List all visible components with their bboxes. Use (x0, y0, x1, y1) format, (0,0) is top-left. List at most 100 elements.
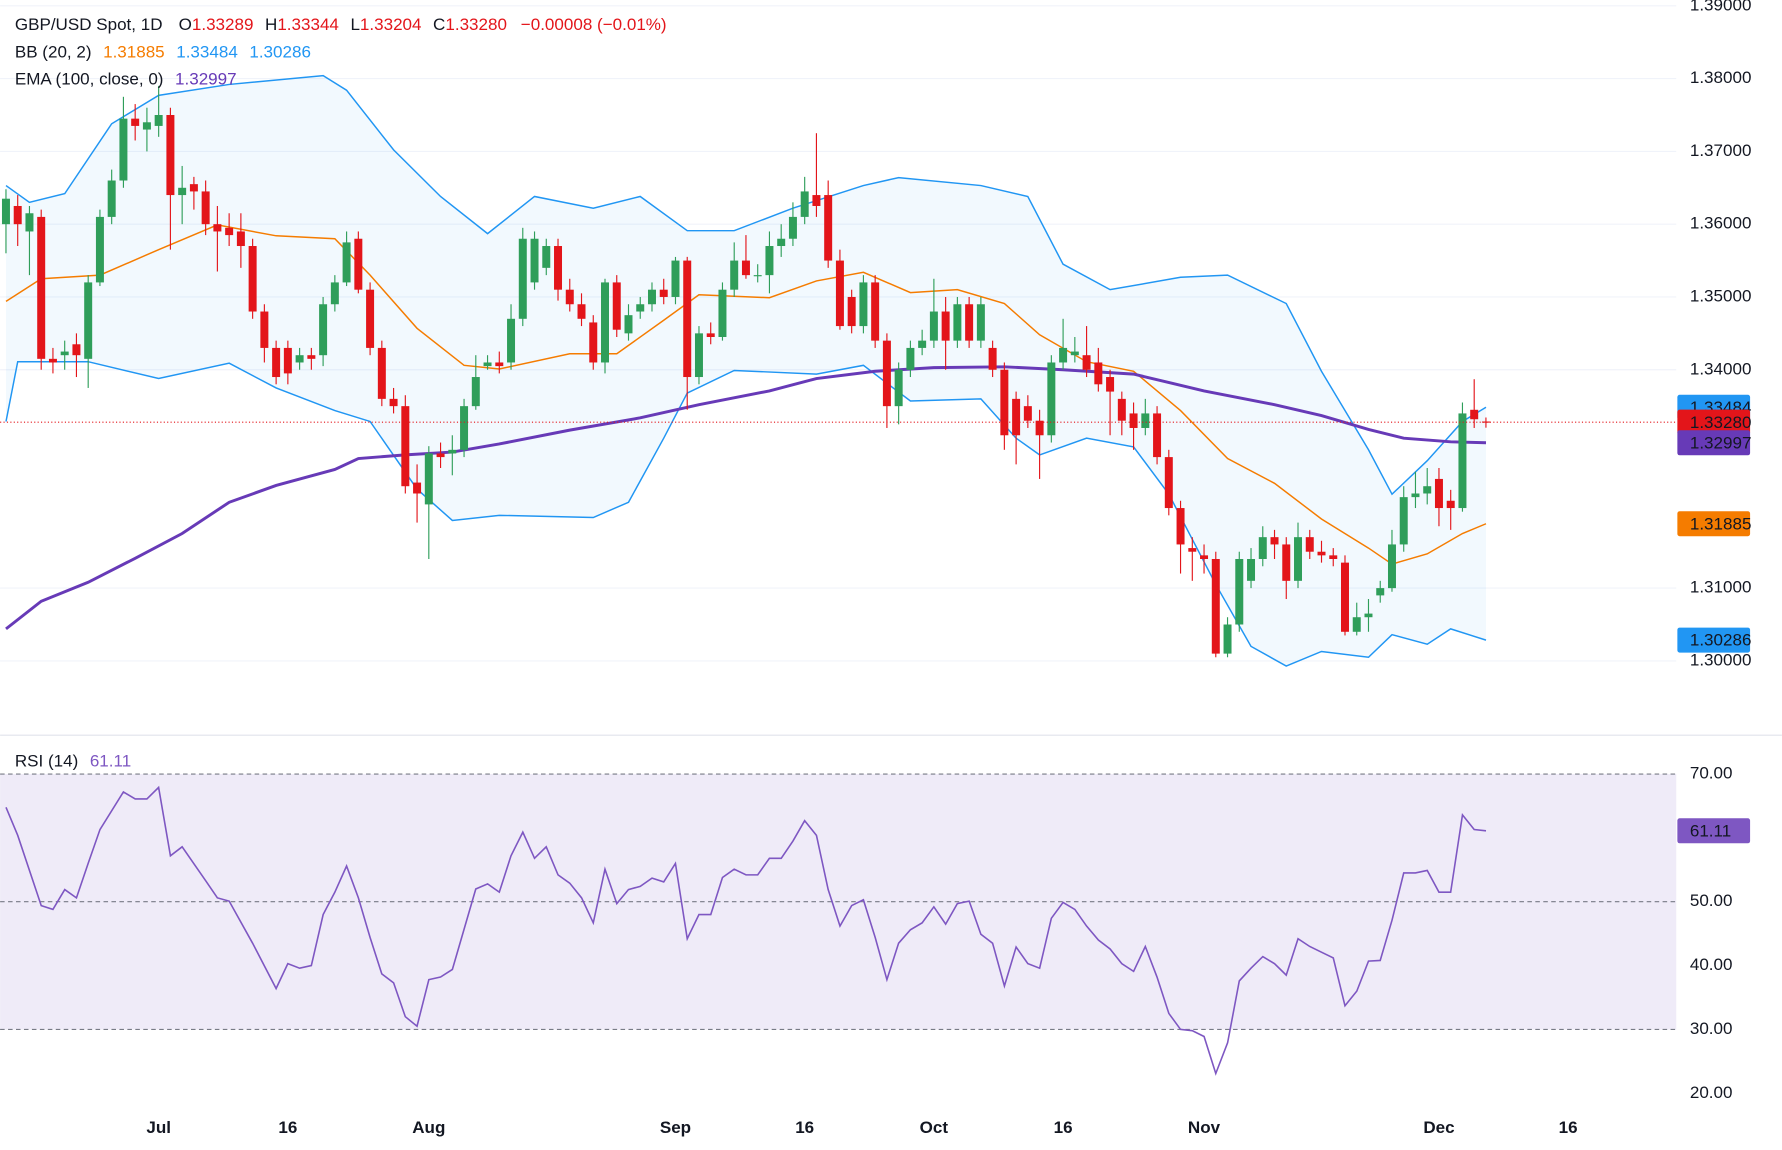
candle-body (1305, 537, 1314, 552)
candle-body (1070, 351, 1079, 356)
bb-name: BB (20, 2) (15, 42, 92, 61)
candle-body (37, 216, 46, 359)
candle-body (1082, 355, 1091, 370)
rsi-name: RSI (14) (15, 751, 78, 770)
candle-body (1164, 457, 1173, 509)
candle-body (60, 351, 69, 356)
candle-body (1470, 409, 1479, 420)
candle-body (225, 227, 234, 236)
candle-body (976, 304, 985, 341)
rsi-line (5, 785, 1487, 1076)
candle-body (647, 289, 656, 305)
candle-body (272, 347, 281, 378)
candle-body (577, 304, 586, 319)
price-badge (1677, 818, 1751, 844)
candle-body (354, 238, 363, 290)
candle-body (389, 398, 398, 407)
candle-body (189, 184, 198, 192)
bb-middle-value: 1.31885 (103, 42, 165, 61)
x-tick-label: Sep (660, 1118, 691, 1137)
bb-lower-value: 1.30286 (249, 42, 311, 61)
high-value: 1.33344 (277, 15, 339, 34)
candle-body (894, 369, 903, 407)
candle-body (507, 318, 516, 363)
candle-body (166, 115, 175, 196)
candle-body (1329, 555, 1338, 559)
candle-body (236, 231, 245, 247)
candle-body (413, 482, 422, 494)
candle-body (835, 260, 844, 327)
candle-body (918, 340, 927, 348)
candle-body (636, 304, 645, 312)
candle-body (1294, 537, 1303, 581)
x-tick-label: 16 (1054, 1118, 1073, 1137)
bb-upper-value: 1.33484 (176, 42, 238, 61)
candle-body (1352, 617, 1361, 632)
ema-line (5, 365, 1487, 631)
candle-body (1153, 413, 1162, 458)
price-panel (0, 5, 1677, 667)
candle-body (565, 289, 574, 305)
candle-body (1387, 544, 1396, 589)
candle-body (777, 238, 786, 247)
rsi-panel (0, 773, 1677, 1076)
candle-body (471, 377, 480, 407)
candle-body (401, 406, 410, 487)
candle-body (941, 311, 950, 341)
ema-value: 1.32997 (175, 69, 237, 88)
candle-body (671, 260, 680, 297)
candle-body (800, 191, 809, 217)
candle-body (495, 362, 504, 367)
candle-body (1047, 362, 1056, 436)
candle-body (1141, 413, 1150, 428)
candle-body (965, 304, 974, 341)
candle-body (1399, 497, 1408, 545)
candle-body (119, 118, 128, 181)
candle-body (1282, 544, 1291, 581)
candle-body (1000, 369, 1009, 436)
candle-body (424, 453, 433, 505)
rsi-tick-label: 20.00 (1690, 1083, 1733, 1102)
bb-middle-line (5, 224, 1487, 565)
candle-body (377, 347, 386, 399)
rsi-legend: RSI (14) 61.11 (15, 751, 131, 770)
candle-body (847, 296, 856, 327)
rsi-tick-label: 40.00 (1690, 955, 1733, 974)
x-tick-label: 16 (1559, 1118, 1578, 1137)
candle-body (812, 195, 821, 206)
candle-body (1035, 420, 1044, 436)
candle-body (624, 315, 633, 334)
candle-body (1317, 551, 1326, 556)
y-tick-label: 1.38000 (1690, 68, 1752, 87)
candle-body (554, 246, 563, 290)
bb-legend: BB (20, 2) 1.31885 1.33484 1.30286 (15, 42, 311, 61)
close-label: C (433, 15, 445, 34)
candle-body (1481, 421, 1490, 423)
price-badge-label: 1.33280 (1690, 413, 1752, 432)
candle-body (1411, 493, 1420, 498)
candle-body (753, 275, 762, 277)
candle-body (788, 216, 797, 239)
candle-body (1, 198, 10, 225)
candle-body (107, 180, 116, 217)
candle-body (48, 358, 57, 363)
candle-body (25, 213, 34, 232)
candle-body (1247, 558, 1256, 581)
axes: 1.30000 1.31000 1.34000 1.35000 1.36000 1.370… (146, 0, 1751, 1137)
open-label: O (179, 15, 192, 34)
y-tick-label: 1.30000 (1690, 650, 1752, 669)
candle-body (601, 282, 609, 363)
candle-body (882, 340, 891, 407)
candle-body (13, 205, 22, 225)
candle-body (906, 347, 915, 370)
candle-body (260, 311, 269, 348)
candle-body (319, 304, 328, 356)
x-tick-label: Dec (1423, 1118, 1454, 1137)
x-tick-label: Nov (1188, 1118, 1221, 1137)
price-badge (1677, 627, 1751, 653)
candle-body (131, 118, 140, 126)
price-badge (1677, 430, 1751, 456)
y-tick-label: 1.31000 (1690, 578, 1752, 597)
